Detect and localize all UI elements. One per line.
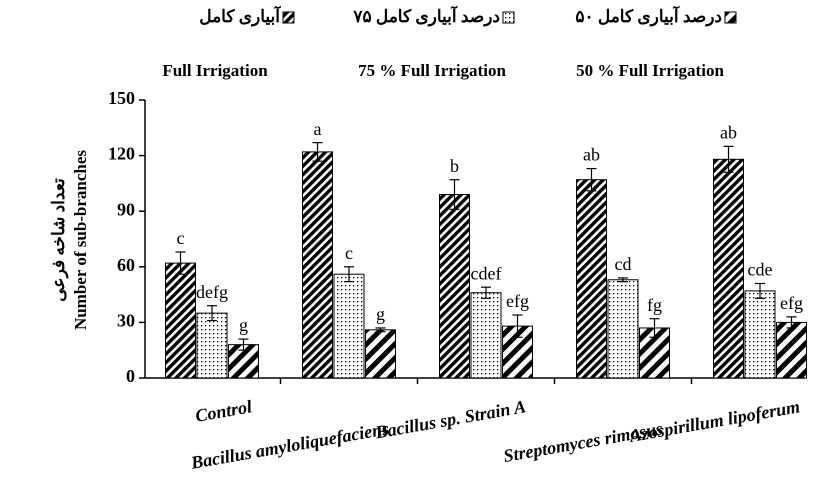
x-tick-label: Bacillus amyloliquefaciens: [188, 418, 390, 473]
bar: [302, 151, 333, 379]
significance-label: cde: [748, 260, 773, 280]
legend-label-fa: آبیاری کامل: [199, 5, 281, 27]
bar: [576, 179, 607, 379]
y-axis-label-fa: تعداد شاخه فرعی: [49, 178, 69, 302]
significance-label: b: [450, 156, 459, 176]
significance-label: a: [314, 119, 322, 139]
y-tick-label: 30: [117, 311, 135, 331]
error-bar: [512, 314, 523, 338]
significance-label: defg: [196, 282, 228, 302]
error-bar: [207, 305, 217, 322]
x-tick-label: Azospirillum lipoferum: [627, 396, 801, 446]
error-bar: [375, 327, 386, 333]
error-bar: [312, 142, 323, 162]
bar: [365, 329, 396, 379]
legend-label-fa: ۷۵ درصد آبیاری کامل: [352, 5, 500, 27]
significance-label: efg: [506, 291, 529, 311]
error-bar: [618, 277, 628, 283]
bar: [439, 194, 470, 379]
bar: [744, 290, 776, 379]
significance-label: ab: [583, 145, 600, 165]
error-bar: [238, 338, 249, 351]
error-bar: [449, 179, 460, 210]
significance-label: cdef: [471, 263, 502, 283]
legend-swatch: [282, 11, 295, 24]
legend-swatch: [724, 11, 737, 24]
legend-swatch: [502, 11, 515, 24]
y-tick-label: 0: [126, 366, 135, 386]
significance-label: fg: [647, 295, 662, 315]
bar: [607, 279, 639, 379]
error-bar: [649, 318, 660, 338]
bar: [470, 292, 502, 379]
significance-label: g: [239, 315, 248, 335]
error-bar: [175, 251, 186, 275]
significance-label: g: [376, 304, 385, 324]
error-bar: [723, 145, 734, 173]
y-tick-label: 120: [108, 144, 135, 164]
error-bar: [344, 266, 354, 283]
significance-label: cd: [615, 254, 632, 274]
x-tick-label: Bacillus sp. Strain A: [373, 396, 528, 442]
legend-label: 75 % Full Irrigation: [358, 61, 506, 80]
bar: [776, 321, 807, 379]
legend-label: Full Irrigation: [162, 61, 268, 80]
y-axis-label: Number of sub-branches: [71, 150, 90, 330]
error-bar: [786, 316, 797, 329]
bar: [165, 262, 196, 379]
y-tick-label: 60: [117, 255, 135, 275]
legend-label-fa: ۵۰ درصد آبیاری کامل: [575, 5, 722, 27]
y-tick-label: 150: [108, 88, 135, 108]
error-bar: [586, 167, 597, 192]
significance-label: efg: [780, 293, 803, 313]
significance-label: c: [345, 243, 353, 263]
bar: [502, 325, 533, 379]
bar: [713, 158, 744, 379]
legend-label: 50 % Full Irrigation: [576, 61, 724, 80]
error-bar: [481, 286, 491, 299]
y-tick-label: 90: [117, 199, 135, 219]
error-bar: [755, 282, 765, 299]
bar: [196, 312, 228, 379]
significance-label: c: [177, 228, 185, 248]
significance-label: ab: [720, 122, 737, 142]
bar: [333, 273, 365, 379]
x-tick-label: Control: [194, 396, 254, 426]
